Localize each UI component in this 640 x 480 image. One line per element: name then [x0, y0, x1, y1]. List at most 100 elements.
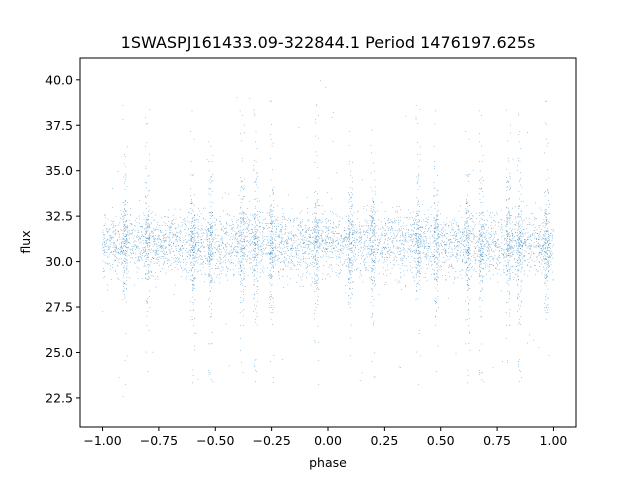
- data-point: [503, 253, 504, 255]
- data-point: [430, 230, 431, 232]
- data-point: [405, 241, 407, 242]
- data-point: [356, 269, 358, 270]
- data-point: [552, 236, 553, 238]
- data-point: [503, 254, 504, 256]
- data-point: [413, 219, 414, 221]
- data-point: [369, 240, 371, 242]
- data-point: [520, 240, 522, 241]
- data-point: [112, 236, 114, 238]
- data-point: [279, 250, 280, 252]
- data-point: [131, 246, 133, 247]
- data-point: [423, 241, 425, 242]
- data-point: [242, 315, 244, 317]
- data-point: [451, 229, 453, 231]
- data-point: [459, 254, 461, 256]
- data-point: [287, 245, 289, 247]
- data-point: [242, 245, 243, 247]
- data-point: [107, 263, 109, 265]
- data-point: [257, 253, 258, 255]
- data-point: [353, 252, 355, 254]
- data-point: [379, 239, 380, 241]
- data-point: [193, 263, 194, 265]
- data-point: [407, 236, 409, 237]
- data-point: [178, 245, 179, 246]
- data-point: [545, 259, 547, 261]
- data-point: [240, 256, 241, 257]
- data-point: [540, 231, 542, 232]
- data-point: [136, 266, 138, 268]
- data-point: [512, 234, 513, 236]
- data-point: [348, 279, 349, 280]
- data-point: [542, 246, 543, 247]
- data-point: [210, 282, 211, 284]
- data-point: [108, 262, 110, 264]
- data-point: [217, 251, 219, 253]
- data-point: [147, 250, 149, 252]
- data-point: [192, 280, 194, 281]
- data-point: [521, 226, 523, 227]
- data-point: [201, 239, 203, 240]
- data-point: [453, 238, 455, 239]
- data-point: [196, 253, 198, 255]
- data-point: [516, 221, 517, 223]
- data-point: [274, 256, 276, 258]
- data-point: [314, 229, 316, 231]
- data-point: [250, 244, 252, 246]
- data-point: [420, 268, 422, 269]
- data-point: [259, 246, 261, 247]
- data-point: [364, 219, 366, 221]
- data-point: [307, 208, 308, 209]
- data-point: [313, 244, 315, 245]
- data-point: [255, 222, 256, 224]
- data-point: [143, 212, 145, 214]
- data-point: [145, 265, 147, 267]
- data-point: [239, 234, 241, 236]
- data-point: [136, 218, 137, 219]
- data-point: [539, 244, 540, 246]
- data-point: [178, 262, 179, 263]
- data-point: [397, 217, 399, 219]
- data-point: [423, 277, 425, 279]
- data-point: [103, 277, 105, 279]
- data-point: [542, 250, 543, 252]
- data-point: [103, 241, 105, 243]
- data-point: [323, 247, 324, 249]
- data-point: [461, 277, 463, 279]
- data-point: [138, 215, 140, 217]
- data-point: [283, 244, 284, 246]
- data-point: [126, 211, 127, 213]
- data-point: [448, 267, 449, 268]
- data-point: [549, 213, 550, 215]
- data-point: [226, 224, 228, 226]
- data-point: [474, 243, 476, 244]
- data-point: [495, 233, 497, 235]
- data-point: [240, 231, 242, 233]
- data-point: [232, 236, 234, 238]
- data-point: [538, 226, 540, 228]
- data-point: [272, 254, 274, 256]
- data-point: [484, 254, 486, 255]
- data-point: [303, 261, 304, 262]
- data-point: [244, 229, 246, 230]
- data-point: [123, 254, 125, 256]
- data-point: [348, 229, 350, 230]
- data-point: [301, 210, 302, 212]
- data-point: [175, 228, 176, 230]
- data-point: [255, 233, 256, 235]
- data-point: [349, 273, 351, 275]
- data-point: [271, 250, 273, 251]
- data-point: [365, 221, 367, 223]
- data-point: [188, 270, 190, 271]
- data-point: [109, 248, 110, 250]
- data-point: [375, 226, 376, 228]
- data-point: [221, 251, 222, 253]
- data-point: [489, 252, 490, 254]
- data-point: [211, 181, 213, 182]
- data-point: [485, 231, 487, 233]
- data-point: [373, 276, 375, 278]
- data-point: [523, 233, 525, 235]
- data-point: [455, 240, 456, 241]
- data-point: [215, 238, 217, 239]
- data-point: [301, 233, 302, 234]
- data-point: [154, 240, 155, 242]
